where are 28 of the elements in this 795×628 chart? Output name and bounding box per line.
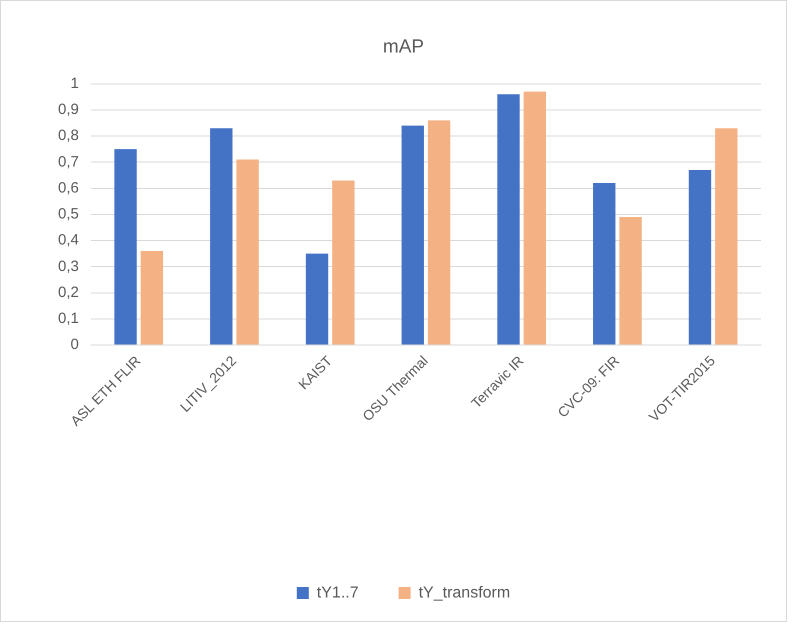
y-tick-label: 0,5 xyxy=(58,206,79,223)
bar xyxy=(210,128,232,344)
bar xyxy=(402,126,424,344)
bar xyxy=(236,160,259,344)
y-tick-label: 0,1 xyxy=(58,310,79,328)
bar xyxy=(428,120,450,344)
legend-label: tY_transform xyxy=(418,584,510,602)
y-tick-label: 0,7 xyxy=(58,153,79,170)
bar xyxy=(715,128,738,344)
bar xyxy=(114,149,137,344)
y-tick-label: 0,2 xyxy=(58,284,79,301)
bar xyxy=(306,254,328,344)
y-tick-label: 0,8 xyxy=(58,127,79,144)
bar xyxy=(688,170,712,344)
bar xyxy=(140,250,164,344)
y-tick-label: 0,6 xyxy=(58,179,79,196)
chart-title: mAP xyxy=(382,36,424,58)
bar xyxy=(332,180,355,344)
y-tick-label: 1 xyxy=(70,74,79,92)
bar xyxy=(619,217,642,344)
y-tick-label: 0,4 xyxy=(58,232,79,249)
y-tick-label: 0,3 xyxy=(58,258,79,275)
bar xyxy=(524,92,546,344)
bar xyxy=(593,183,616,344)
y-tick-label: 0,9 xyxy=(58,101,79,118)
bar xyxy=(497,94,520,344)
y-tick-label: 0 xyxy=(70,336,79,354)
legend-label: tY1..7 xyxy=(316,584,359,602)
